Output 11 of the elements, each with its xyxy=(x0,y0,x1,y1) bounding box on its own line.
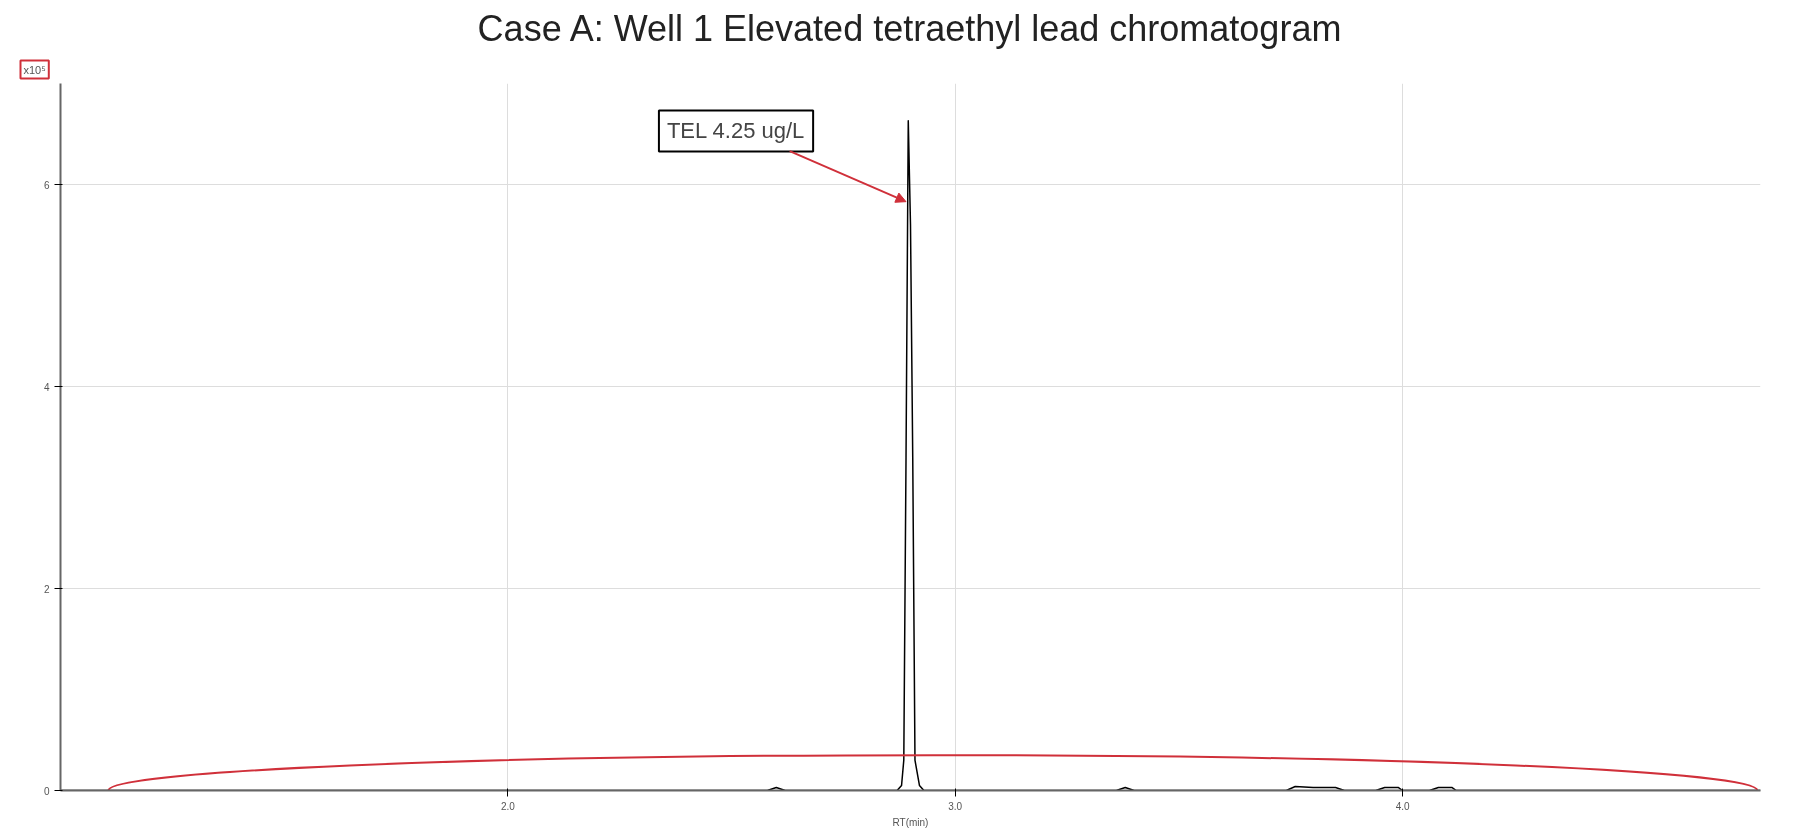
x-tick-label: 2.0 xyxy=(500,800,516,812)
x-axis-title: RT(min) xyxy=(892,816,929,828)
y-tick-label: 6 xyxy=(43,179,50,191)
annotation: TEL 4.25 ug/L xyxy=(666,118,805,144)
x-tick-label: 3.0 xyxy=(948,800,963,812)
y-tick-label: 4 xyxy=(43,381,50,393)
y-tick-label: 2 xyxy=(43,583,50,595)
y-axis-title: x10⁵ xyxy=(23,63,46,76)
y-tick-label: 0 xyxy=(43,785,50,797)
chart-title: Case A: Well 1 Elevated tetraethyl lead chromatogram xyxy=(477,7,1342,49)
x-tick-label: 4.0 xyxy=(1395,800,1410,812)
